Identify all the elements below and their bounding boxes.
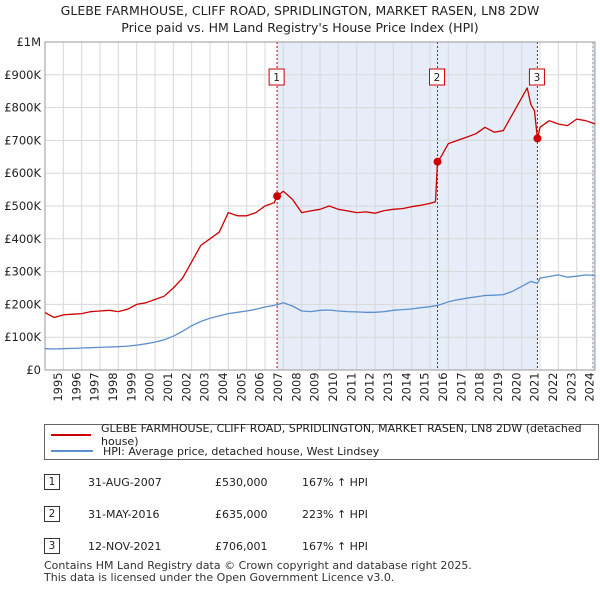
chart-title-line1: GLEBE FARMHOUSE, CLIFF ROAD, SPRIDLINGTO… — [60, 3, 540, 18]
property-price-line — [44, 87, 596, 319]
sale-label: 2 — [434, 72, 441, 84]
x-tick-label: 2006 — [253, 372, 267, 401]
x-tick-label: 2013 — [381, 372, 395, 401]
sale-date: 31-MAY-2016 — [88, 508, 160, 521]
y-tick-label: £0 — [26, 363, 41, 377]
y-tick-label: £800K — [4, 101, 41, 115]
footer-copyright: Contains HM Land Registry data © Crown c… — [44, 559, 472, 572]
chart-legend: GLEBE FARMHOUSE, CLIFF ROAD, SPRIDLINGTO… — [44, 422, 599, 460]
y-tick-label: £500K — [4, 199, 41, 213]
legend-item-property: GLEBE FARMHOUSE, CLIFF ROAD, SPRIDLINGTO… — [51, 422, 598, 448]
sale-number-badge: 2 — [44, 506, 60, 522]
x-tick-label: 2022 — [546, 372, 560, 401]
x-tick-label: 2001 — [161, 372, 175, 401]
x-tick-label: 2024 — [583, 372, 597, 401]
x-tick-label: 2007 — [271, 372, 285, 401]
y-tick-label: £900K — [4, 68, 41, 82]
sale-number-badge: 3 — [44, 538, 60, 554]
footer-licence: This data is licensed under the Open Gov… — [44, 571, 395, 584]
x-tick-label: 2010 — [326, 372, 340, 401]
x-tick-label: 2011 — [344, 372, 358, 401]
x-tick-label: 2014 — [399, 372, 413, 401]
y-tick-label: £200K — [4, 297, 41, 311]
legend-swatch-property — [51, 434, 92, 436]
legend-label-property: GLEBE FARMHOUSE, CLIFF ROAD, SPRIDLINGTO… — [101, 422, 582, 448]
y-tick-label: £1M — [16, 35, 41, 49]
legend-swatch-hpi — [51, 450, 93, 452]
x-tick-label: 2017 — [454, 372, 468, 401]
price-chart: £0 £100K £200K £300K £400K £500K £600K £700K £80… — [4, 35, 597, 402]
sale-label-box — [429, 68, 446, 86]
sale-label-box — [268, 68, 285, 86]
x-tick-label: 2018 — [473, 372, 487, 401]
x-tick-label: 1998 — [106, 372, 120, 401]
legend-item-hpi: HPI: Average price, detached house, West… — [51, 443, 379, 459]
chart-title: GLEBE FARMHOUSE, CLIFF ROAD, SPRIDLINGTO… — [0, 2, 600, 36]
sale-price: £635,000 — [215, 508, 268, 521]
sale-hpi-change: 167% ↑ HPI — [302, 476, 368, 489]
y-tick-label: £400K — [4, 232, 41, 246]
x-tick-label: 2005 — [234, 372, 248, 401]
y-tick-label: £300K — [4, 265, 41, 279]
x-tick-label: 2003 — [198, 372, 212, 401]
sale-price: £530,000 — [215, 476, 268, 489]
sale-row: 2 31-MAY-2016 £635,000 223% ↑ HPI — [44, 506, 444, 526]
y-tick-label: £100K — [4, 330, 41, 344]
sale-row: 3 12-NOV-2021 £706,001 167% ↑ HPI — [44, 538, 444, 558]
x-tick-label: 2020 — [509, 372, 523, 401]
plot-border — [44, 41, 596, 371]
x-tick-label: 2009 — [308, 372, 322, 401]
x-tick-label: 1999 — [124, 372, 138, 401]
sale-point — [433, 157, 442, 166]
sale-label-box — [528, 68, 545, 86]
sale-date: 31-AUG-2007 — [88, 476, 162, 489]
sale-date: 12-NOV-2021 — [88, 540, 162, 553]
x-tick-label: 2002 — [179, 372, 193, 401]
x-tick-label: 2015 — [418, 372, 432, 401]
sale-label: 3 — [534, 72, 541, 84]
chart-subtitle: Price paid vs. HM Land Registry's House … — [121, 20, 479, 35]
sale-point — [533, 134, 542, 143]
y-tick-label: £600K — [4, 166, 41, 180]
sale-hpi-change: 167% ↑ HPI — [302, 540, 368, 553]
sale-row: 1 31-AUG-2007 £530,000 167% ↑ HPI — [44, 474, 444, 494]
x-tick-label: 2000 — [143, 372, 157, 401]
sale-label: 1 — [273, 72, 280, 84]
x-tick-label: 1997 — [88, 372, 102, 401]
x-tick-label: 2021 — [528, 372, 542, 401]
x-tick-label: 1996 — [69, 372, 83, 401]
x-tick-label: 2012 — [363, 372, 377, 401]
x-tick-label: 2004 — [216, 372, 230, 401]
sale-number-badge: 1 — [44, 474, 60, 490]
sale-point — [273, 192, 282, 201]
x-tick-label: 1995 — [51, 372, 65, 401]
x-tick-label: 2016 — [436, 372, 450, 401]
footer: Contains HM Land Registry data © Crown c… — [44, 560, 472, 584]
legend-label-hpi: HPI: Average price, detached house, West… — [103, 444, 380, 458]
x-tick-label: 2019 — [491, 372, 505, 401]
sale-price: £706,001 — [215, 540, 268, 553]
sale-hpi-change: 223% ↑ HPI — [302, 508, 368, 521]
x-tick-label: 2008 — [289, 372, 303, 401]
hpi-line — [44, 274, 596, 350]
y-tick-label: £700K — [4, 133, 41, 147]
x-tick-label: 2023 — [564, 372, 578, 401]
